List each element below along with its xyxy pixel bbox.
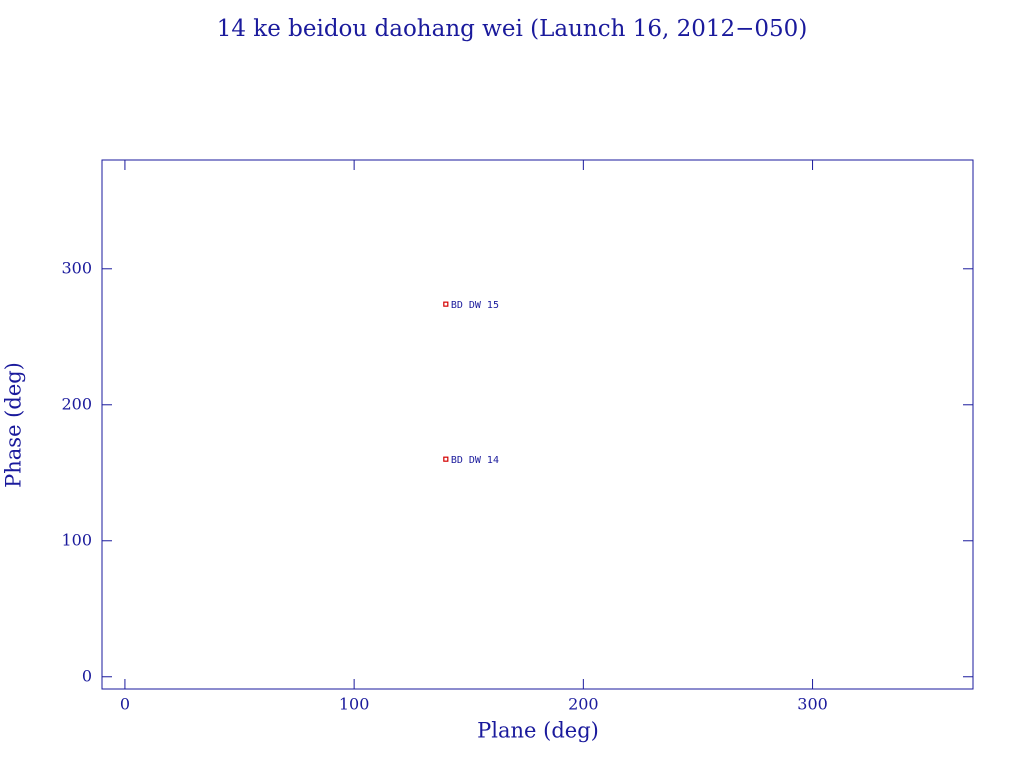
chart-title: 14 ke beidou daohang wei (Launch 16, 201… [217, 16, 808, 42]
x-tick-label: 200 [568, 695, 599, 714]
x-tick-label: 0 [120, 695, 130, 714]
y-tick-label: 200 [61, 394, 92, 413]
y-tick-label: 100 [61, 530, 92, 549]
data-point [443, 456, 449, 462]
plot-frame [101, 159, 974, 690]
data-point [443, 301, 449, 307]
x-tick-label: 300 [797, 695, 828, 714]
y-tick-label: 0 [82, 666, 92, 685]
y-axis-title: Phase (deg) [2, 362, 26, 488]
x-tick-label: 100 [339, 695, 370, 714]
y-tick-label: 300 [61, 258, 92, 277]
x-axis-title: Plane (deg) [477, 719, 599, 743]
point-label: BD DW 15 [451, 300, 499, 311]
point-label: BD DW 14 [451, 455, 499, 466]
